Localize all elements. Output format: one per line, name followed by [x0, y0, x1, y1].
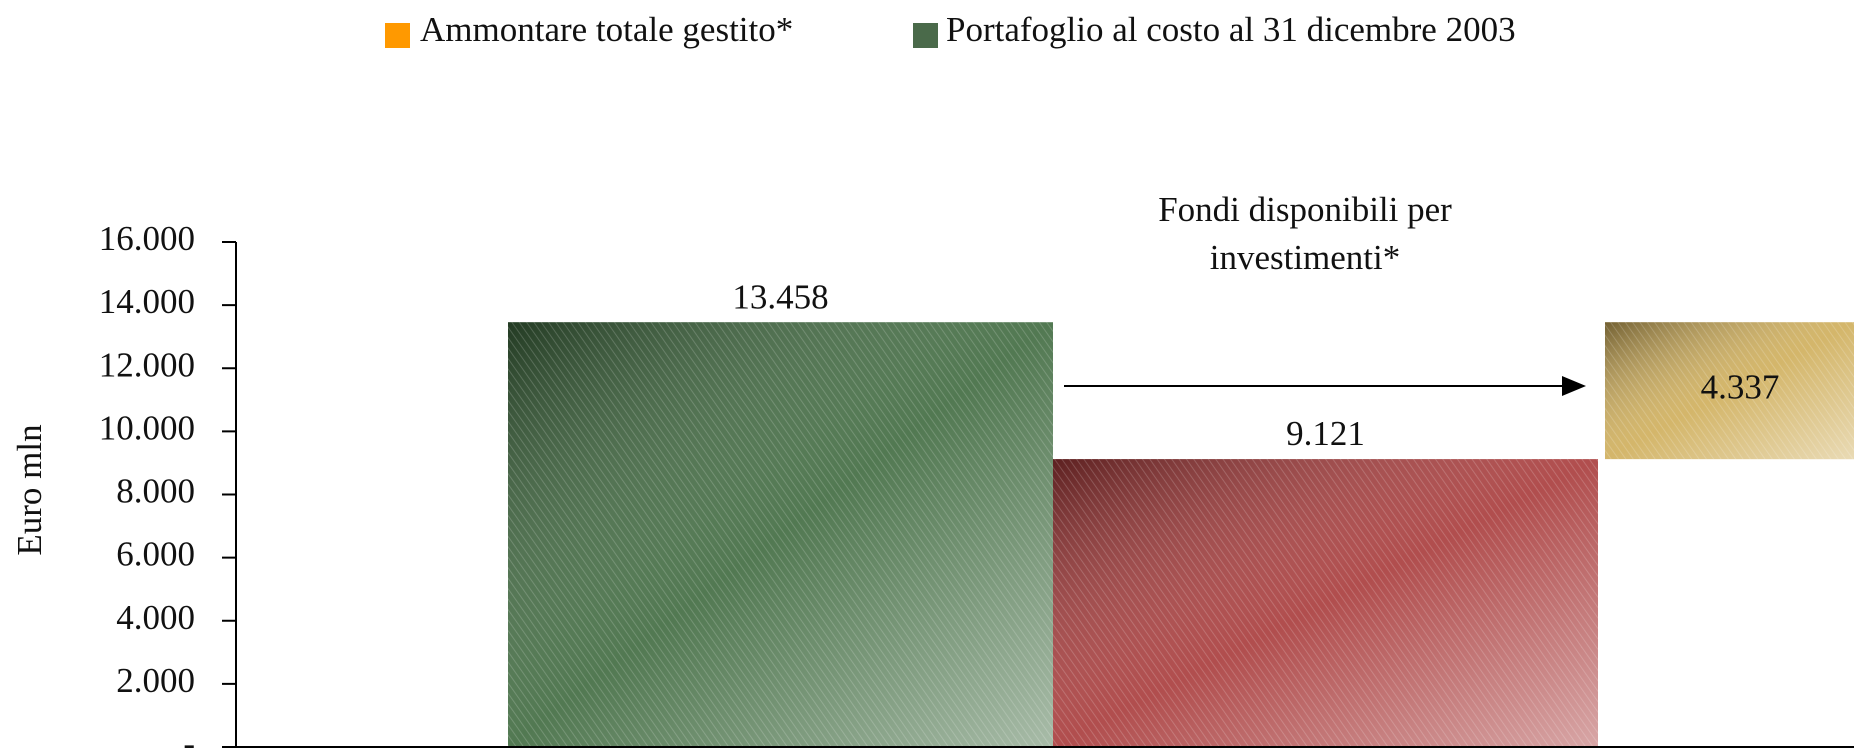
legend-swatch: [913, 23, 938, 48]
y-tick-label: -: [183, 724, 195, 754]
y-tick-label: 10.000: [99, 408, 195, 447]
annotation: Fondi disponibili per investimenti*: [1158, 190, 1452, 277]
y-tick-label: 12.000: [99, 345, 195, 384]
y-tick-label: 8.000: [116, 472, 195, 511]
bar-hatch: [1053, 459, 1598, 747]
y-axis-label: Euro mln: [10, 424, 49, 555]
bar-hatch: [1605, 322, 1854, 460]
legend-label: Portafoglio al costo al 31 dicembre 2003: [946, 10, 1516, 49]
value-label: 13.458: [732, 277, 828, 316]
y-tick-label: 16.000: [99, 219, 195, 258]
y-tick-label: 4.000: [116, 598, 195, 637]
legend-swatch: [385, 23, 410, 48]
arrow-head: [1562, 376, 1586, 396]
y-tick-label: 2.000: [116, 661, 195, 700]
y-tick-label: 6.000: [116, 535, 195, 574]
bar-hatch: [508, 322, 1053, 747]
value-label: 9.121: [1286, 414, 1365, 453]
y-tick-label: 14.000: [99, 282, 195, 321]
legend-label: Ammontare totale gestito*: [420, 10, 793, 49]
value-label: 4.337: [1701, 368, 1780, 407]
